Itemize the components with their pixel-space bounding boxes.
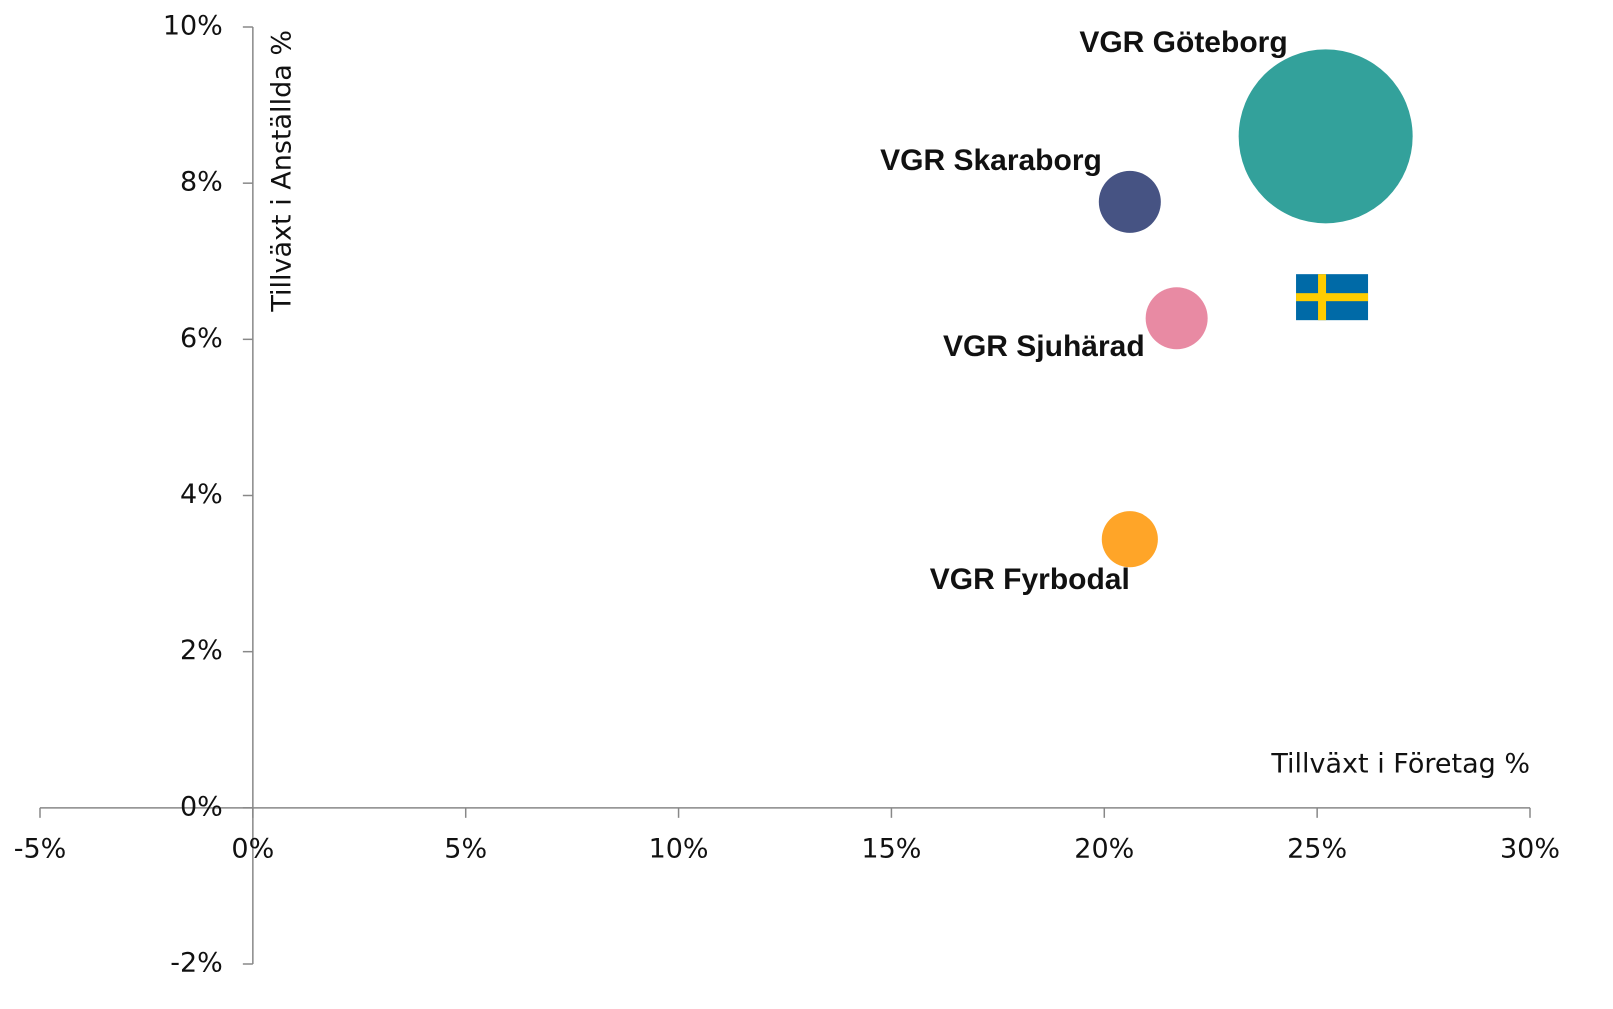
reference-flag [1296,274,1369,321]
y-axis-title: Tillväxt i Anställda % [267,30,298,313]
x-tick-label: 25% [1287,833,1347,864]
y-tick-label: -2% [170,948,223,979]
flag-part [1318,274,1327,321]
bubble-label: VGR Skaraborg [880,144,1102,177]
x-tick-label: 5% [444,833,487,864]
y-tick-label: 10% [163,11,223,42]
bubble [1101,511,1158,568]
bubble [1098,170,1161,233]
flag-part [1296,293,1369,302]
x-tick-label: 15% [861,833,921,864]
x-tick-label: 10% [649,833,709,864]
y-tick-label: 6% [180,323,223,354]
x-tick-label: 20% [1074,833,1134,864]
y-tick-label: 4% [180,479,223,510]
bubble-label: VGR Fyrbodal [930,563,1130,596]
y-tick-label: 0% [180,791,223,822]
bubble [1238,49,1413,224]
y-tick-label: 8% [180,167,223,198]
bubble-label: VGR Göteborg [1079,26,1287,59]
x-axis-title: Tillväxt i Företag % [1270,749,1530,780]
bubble [1145,287,1208,350]
y-tick-label: 2% [180,635,223,666]
x-tick-label: 30% [1500,833,1560,864]
x-tick-label: -5% [14,833,67,864]
x-tick-label: 0% [231,833,274,864]
bubble-label: VGR Sjuhärad [943,330,1145,363]
